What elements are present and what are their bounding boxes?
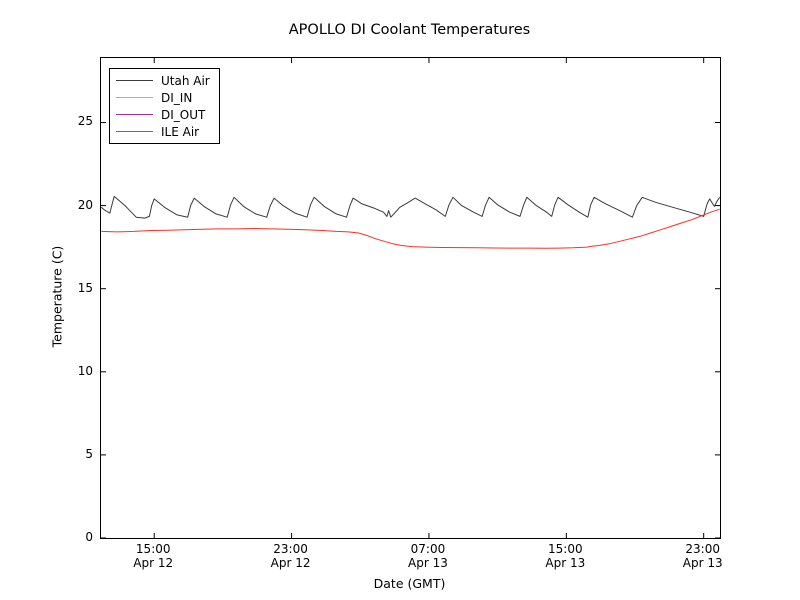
x-tick-label: 07:00 Apr 13: [383, 542, 473, 570]
x-tick-label: 23:00 Apr 13: [658, 542, 748, 570]
x-tick-label: 15:00 Apr 13: [520, 542, 610, 570]
x-tick-time: 15:00: [548, 542, 583, 556]
plot-area: Utah Air DI_IN DI_OUT ILE Air: [100, 57, 721, 539]
y-tick-label: 10: [77, 363, 93, 378]
x-tick-time: 23:00: [685, 542, 720, 556]
series-line-utah-air: [101, 195, 720, 219]
x-tick-time: 07:00: [410, 542, 446, 556]
x-tick-label: 15:00 Apr 12: [108, 542, 198, 570]
legend: Utah Air DI_IN DI_OUT ILE Air: [109, 68, 220, 144]
x-tick-time: 15:00: [135, 542, 171, 556]
series-line-ile-air: [101, 208, 720, 249]
legend-label: Utah Air: [161, 73, 210, 88]
legend-item-di-out: DI_OUT: [116, 106, 210, 123]
legend-line-sample: [116, 114, 153, 115]
legend-line-sample: [116, 97, 153, 98]
plot-svg: [101, 58, 720, 538]
x-tick-date: Apr 13: [682, 555, 723, 570]
chart-title: APOLLO DI Coolant Temperatures: [288, 22, 531, 38]
x-tick-date: Apr 13: [408, 555, 448, 570]
y-tick-label: 5: [85, 446, 93, 461]
y-tick-label: 0: [85, 530, 93, 544]
x-tick-date: Apr 12: [133, 555, 174, 570]
x-tick-date: Apr 13: [545, 555, 586, 570]
y-tick-label: 20: [77, 197, 93, 212]
x-tick-label: 23:00 Apr 12: [246, 542, 336, 570]
y-tick-label: 25: [77, 114, 93, 129]
legend-label: DI_IN: [161, 90, 193, 105]
legend-item-ile-air: ILE Air: [116, 123, 210, 140]
legend-label: DI_OUT: [161, 107, 206, 122]
x-tick-date: Apr 12: [270, 555, 311, 570]
x-tick-time: 23:00: [273, 542, 308, 556]
legend-line-sample: [116, 131, 153, 132]
legend-item-utah-air: Utah Air: [116, 72, 210, 89]
legend-label: ILE Air: [161, 124, 200, 139]
x-axis-label: Date (GMT): [373, 576, 446, 591]
legend-line-sample: [116, 80, 153, 81]
y-tick-label: 15: [77, 280, 93, 295]
legend-item-di-in: DI_IN: [116, 89, 210, 106]
